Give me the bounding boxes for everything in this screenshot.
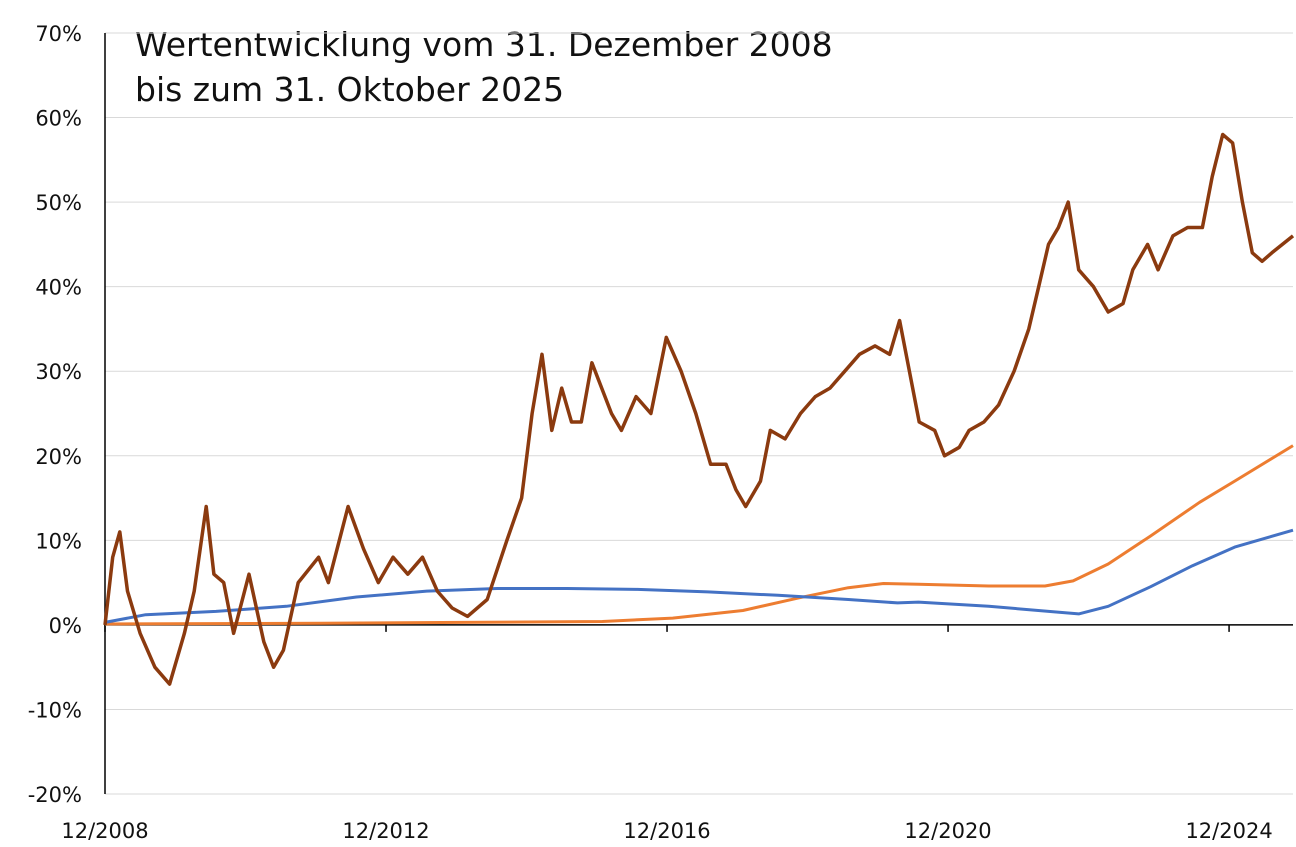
y-tick-label: 50%	[35, 191, 82, 215]
y-tick-label: 40%	[35, 276, 82, 300]
line-series	[104, 444, 1294, 626]
y-tick-label: -20%	[28, 783, 82, 807]
x-tick-label: 12/2020	[904, 819, 991, 843]
y-tick-label: 20%	[35, 445, 82, 469]
chart-title: Wertentwicklung vom 31. Dezember 2008	[135, 25, 833, 64]
line-series	[103, 132, 1295, 686]
y-tick-label: 70%	[35, 22, 82, 46]
x-tick-label: 12/2024	[1185, 819, 1272, 843]
x-tick-label: 12/2012	[342, 819, 429, 843]
chart-title: bis zum 31. Oktober 2025	[135, 70, 564, 109]
line-series	[104, 528, 1294, 624]
y-tick-label: 0%	[49, 614, 82, 638]
y-tick-label: 30%	[35, 360, 82, 384]
x-tick-label: 12/2016	[623, 819, 710, 843]
x-tick-label: 12/2008	[61, 819, 148, 843]
y-tick-label: 10%	[35, 529, 82, 553]
y-tick-label: -10%	[28, 698, 82, 722]
y-tick-label: 60%	[35, 107, 82, 131]
